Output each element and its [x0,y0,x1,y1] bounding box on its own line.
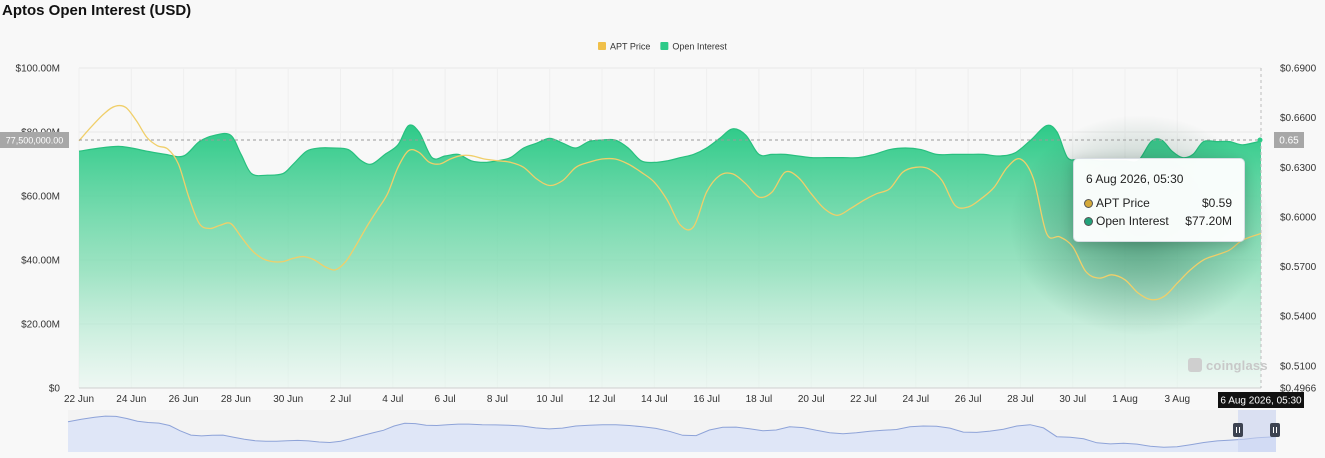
x-tick-label: 1 Aug [1112,394,1138,405]
x-tick-label: 28 Jul [1007,394,1034,405]
x-tick-label: 2 Jul [330,394,351,405]
y-right-tick-label: $0.5700 [1280,262,1317,273]
crosshair-right-label: 0.65 [1279,136,1299,147]
y-left-tick-label: $20.00M [21,320,60,331]
navigator-handle-left [1233,423,1243,437]
coinglass-watermark: coinglass [1188,358,1268,373]
apt-price-line [78,104,1262,301]
x-tick-label: 30 Jun [273,394,303,405]
y-right-tick-label: $0.4966 [1280,384,1317,395]
apt-price-line-layer [78,104,1262,301]
y-right-tick-label: $0.6000 [1280,212,1317,223]
y-left-tick-label: $100.00M [16,64,60,75]
open-interest-fill [79,124,1261,388]
legend-label: Open Interest [672,42,727,52]
legend-swatch [660,42,669,50]
crosshair: 77,500,000.00 0.65 6 Aug 2026, 05:30 [0,68,1304,408]
navigator-line [67,415,1277,448]
x-tick-label: 8 Jul [487,394,508,405]
x-tick-label: 6 Jul [435,394,456,405]
x-tick-label: 3 Aug [1165,394,1191,405]
y-left-tick-label: $0 [49,384,61,395]
crosshair-right-box [1274,132,1304,148]
x-tick-label: 22 Jun [64,394,94,405]
range-navigator[interactable] [67,410,1280,452]
x-tick-label: 28 Jun [221,394,251,405]
x-tick-label: 14 Jul [641,394,668,405]
tooltip-value: $77.20M [1185,214,1232,228]
x-tick-label: 18 Jul [746,394,773,405]
tooltip-row-oi: Open Interest $77.20M [1084,214,1232,230]
x-tick-label: 12 Jul [589,394,616,405]
y-right-tick-label: $0.5400 [1280,312,1317,323]
x-tick-label: 26 Jun [169,394,199,405]
y-right-tick-label: $0.5100 [1280,361,1317,372]
x-tick-label: 4 Jul [382,394,403,405]
tooltip-row-price: APT Price $0.59 [1084,196,1232,212]
x-tick-label: 24 Jun [116,394,146,405]
legend-label: APT Price [610,42,650,52]
oi-dot-icon [1084,217,1093,226]
y-right-tick-label: $0.6300 [1280,163,1317,174]
price-dot-icon [1084,199,1093,208]
crosshair-y-label: 77,500,000.00 [6,136,64,146]
crosshair-x-label: 6 Aug 2026, 05:30 [1220,396,1302,407]
tooltip-value: $0.59 [1201,196,1232,210]
crosshair-x-box [1218,392,1304,408]
x-tick-label: 16 Jul [693,394,720,405]
tooltip-label: APT Price [1096,196,1150,210]
crosshair-y-box [0,132,69,148]
coinglass-logo-icon [1188,358,1202,372]
tooltip-date: 6 Aug 2026, 05:30 [1086,172,1184,186]
y-right-tick-label: $0.6600 [1280,113,1317,124]
x-tick-label: 22 Jul [850,394,877,405]
navigator-area [68,416,1276,452]
y-left-tick-label: $40.00M [21,256,60,267]
navigator-handle-right [1270,423,1280,437]
x-tick-label: 30 Jul [1059,394,1086,405]
tooltip-label: Open Interest [1096,214,1169,228]
x-tick-label: 10 Jul [536,394,563,405]
y-left-tick-label: $60.00M [21,192,60,203]
chart-legend: APT Price Open Interest [598,42,727,52]
legend-swatch [598,42,606,50]
x-tick-label: 26 Jul [955,394,982,405]
x-tick-label: 24 Jul [902,394,929,405]
page-title: Aptos Open Interest (USD) [2,2,192,19]
x-tick-label: 20 Jul [798,394,825,405]
crosshair-point [1257,137,1263,143]
navigator-selection [1238,410,1276,452]
chart-tooltip: 6 Aug 2026, 05:30 APT Price $0.59 Open I… [1073,158,1245,242]
y-right-tick-label: $0.6900 [1280,64,1317,75]
